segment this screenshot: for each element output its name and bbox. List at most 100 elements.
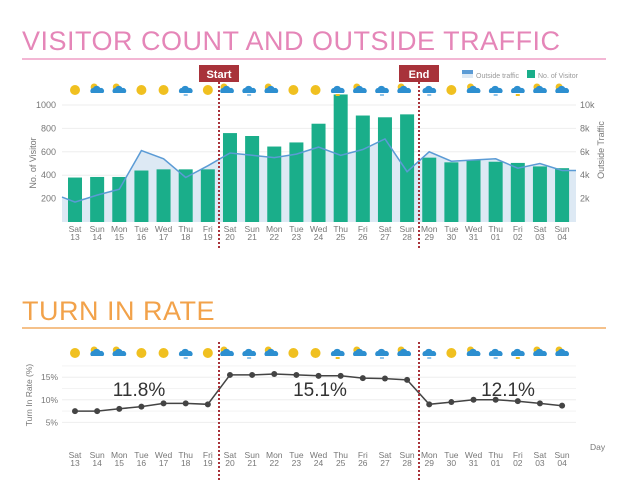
turn-in-rate-point [249, 371, 256, 378]
x-tick-label: 26 [358, 232, 368, 242]
visitor-bar [355, 115, 370, 222]
sun-icon [136, 348, 147, 358]
visitor-bar [222, 133, 237, 222]
partly-cloud-icon [397, 85, 411, 93]
sun-icon [136, 85, 147, 95]
x-tick-label: 24 [314, 458, 324, 468]
x-tick-label: Sat [534, 224, 547, 234]
x-tick-label: Wed [155, 450, 173, 460]
turn-in-rate-point [204, 401, 211, 408]
rain-cloud-icon [375, 85, 389, 93]
x-tick-label: 19 [203, 232, 213, 242]
visitor-bar [466, 159, 481, 222]
partly-cloud-icon [220, 85, 234, 93]
end-marker-badge [399, 65, 439, 82]
x-tick-label: Wed [465, 224, 483, 234]
x-tick-label: 03 [535, 232, 545, 242]
visitor-bar [68, 177, 82, 222]
partly-cloud-icon [112, 348, 127, 356]
x-tick-label: 20 [225, 458, 235, 468]
rain-cloud-icon [242, 85, 257, 93]
x-tick-label: Sun [245, 224, 260, 234]
x-tick-label: 25 [336, 458, 346, 468]
y-axis-label: Turn In Rate (%) [24, 364, 34, 427]
legend-label: Outside traffic [476, 73, 520, 80]
x-tick-label: 19 [203, 458, 213, 468]
x-tick-label: Wed [310, 224, 328, 234]
x-tick-label: 14 [92, 458, 102, 468]
x-tick-label: Tue [289, 224, 304, 234]
y-tick-label: 800 [41, 123, 56, 133]
end-marker-badge-label: End [409, 69, 430, 81]
sun-icon [446, 85, 457, 95]
visitor-bar [178, 169, 193, 222]
turn-in-rate-point [72, 408, 78, 415]
x-tick-label: Mon [421, 450, 438, 460]
x-tick-label: Sun [555, 450, 570, 460]
x-tick-label: 31 [469, 232, 479, 242]
x-tick-label: Mon [421, 224, 438, 234]
x-tick-label: Fri [513, 224, 523, 234]
visitor-bar [377, 117, 392, 222]
x-tick-label: Sun [400, 224, 415, 234]
rain-cloud-icon [178, 85, 193, 93]
x-tick-label: 22 [270, 458, 280, 468]
visitor-bar [488, 161, 503, 222]
x-tick-label: Wed [310, 450, 328, 460]
partly-cloud-icon [353, 348, 367, 356]
y-tick-label: 10% [41, 395, 58, 405]
sun-icon [310, 348, 321, 358]
x-tick-label: Fri [358, 224, 368, 234]
turn-in-rate-point [226, 371, 233, 378]
visitor-bar [245, 136, 260, 222]
y-tick-label: 1000 [36, 100, 56, 110]
partly-cloud-icon [466, 85, 481, 93]
visitor-bar [400, 114, 415, 222]
turn-in-rate-point [381, 375, 388, 382]
x-tick-label: Thu [178, 450, 193, 460]
turn-in-rate-point [94, 408, 101, 415]
partly-cloud-icon [353, 85, 367, 93]
x-tick-label: Sat [69, 224, 82, 234]
period-average-label: 15.1% [293, 380, 347, 401]
turn-in-rate-point [448, 399, 455, 406]
visitor-bar [156, 169, 171, 222]
x-tick-label: 04 [557, 232, 567, 242]
storm-cloud-icon [511, 348, 525, 356]
rain-cloud-icon [375, 348, 389, 356]
partly-cloud-icon [90, 85, 105, 93]
visitor-bar [532, 166, 547, 222]
x-tick-label: Mon [111, 224, 128, 234]
x-tick-label: 17 [159, 232, 169, 242]
storm-cloud-icon [511, 85, 525, 93]
x-tick-label: Mon [266, 224, 283, 234]
x-tick-label: Mon [111, 450, 128, 460]
x-tick-label: Thu [333, 224, 348, 234]
outside-traffic-line [61, 137, 576, 203]
x-tick-label: Tue [289, 450, 304, 460]
y-tick-label: 5% [46, 417, 59, 427]
x-tick-label: Sat [534, 450, 547, 460]
turn-in-rate-point [404, 376, 411, 383]
x-tick-label: 13 [70, 232, 80, 242]
x-tick-label: 23 [292, 458, 302, 468]
x-tick-label: Mon [266, 450, 283, 460]
visitor-bar [555, 168, 570, 222]
rain-cloud-icon [422, 85, 437, 93]
sun-icon [202, 85, 213, 95]
legend-outside-traffic-swatch [462, 74, 473, 78]
partly-cloud-icon [555, 85, 569, 93]
x-tick-label: 28 [402, 458, 412, 468]
period-average-label: 11.8% [113, 380, 166, 401]
x-tick-label: 26 [358, 458, 368, 468]
x-tick-label: 29 [425, 232, 435, 242]
x-tick-label: 22 [270, 232, 280, 242]
x-tick-label: 18 [181, 232, 191, 242]
y2-tick-label: 2k [580, 194, 590, 204]
x-tick-label: Wed [465, 450, 483, 460]
x-tick-label: Tue [444, 224, 459, 234]
title-underline [22, 327, 606, 329]
visitor-bar [200, 169, 215, 222]
turn-in-rate-point [426, 401, 433, 408]
